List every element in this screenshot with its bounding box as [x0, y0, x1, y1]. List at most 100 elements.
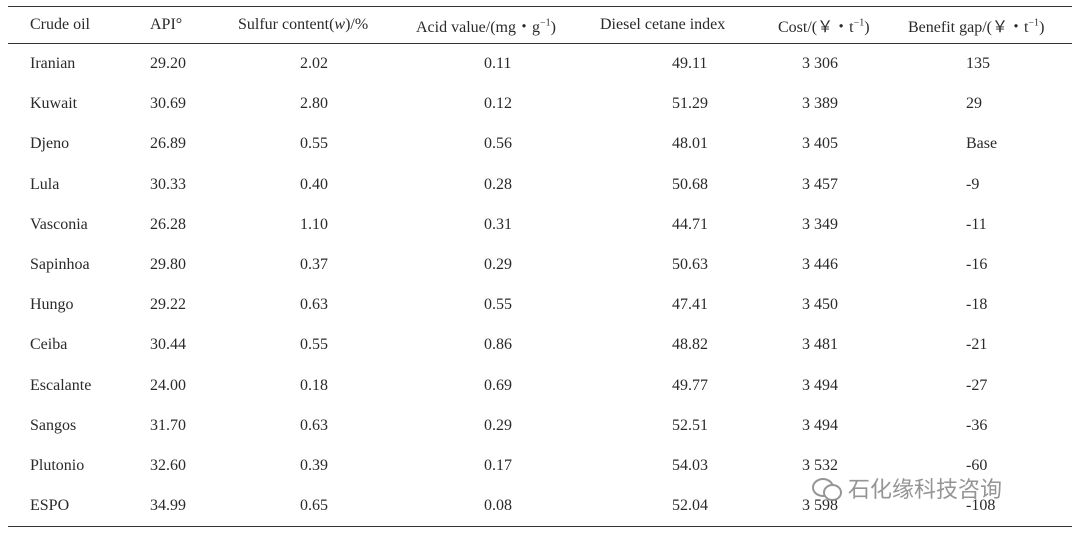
cell-benefit-gap: -108 — [966, 497, 996, 515]
cell-crude-oil: ESPO — [30, 497, 70, 515]
cell-benefit-gap: -11 — [966, 215, 987, 233]
table-row: Lula 30.33 0.40 0.28 50.68 3 457 -9 — [8, 165, 1072, 205]
table-row: Sapinhoa 29.80 0.37 0.29 50.63 3 446 -16 — [8, 245, 1072, 285]
table-row: Hungo 29.22 0.63 0.55 47.41 3 450 -18 — [8, 285, 1072, 325]
header-benefit-sup: −1 — [1028, 17, 1040, 29]
cell-api: 31.70 — [150, 416, 186, 434]
cell-benefit-gap: 29 — [966, 95, 982, 113]
cell-acid-value: 0.31 — [484, 215, 512, 233]
cell-api: 26.89 — [150, 135, 186, 153]
header-acid-post: ) — [550, 19, 556, 36]
cell-crude-oil: Ceiba — [30, 336, 68, 354]
table-row: Kuwait 30.69 2.80 0.12 51.29 3 389 29 — [8, 84, 1072, 124]
cell-crude-oil: Sangos — [30, 416, 77, 434]
cell-sulfur-content: 0.55 — [300, 336, 328, 354]
cell-api: 29.22 — [150, 296, 186, 314]
cell-benefit-gap: -21 — [966, 336, 988, 354]
cell-diesel-cetane-index: 48.01 — [672, 135, 708, 153]
cell-acid-value: 0.86 — [484, 336, 512, 354]
cell-benefit-gap: -16 — [966, 256, 988, 274]
header-cost-sup: −1 — [853, 17, 865, 29]
cell-acid-value: 0.28 — [484, 175, 512, 193]
header-diesel-text: Diesel cetane index — [600, 16, 726, 33]
cell-sulfur-content: 0.39 — [300, 456, 328, 474]
header-acid-value: Acid value/(mg・g−1) — [416, 7, 600, 44]
table-row: ESPO 34.99 0.65 0.08 52.04 3 598 -108 — [8, 486, 1072, 527]
cell-sulfur-content: 0.65 — [300, 497, 328, 515]
header-cost-post: ) — [864, 19, 870, 36]
header-api: API° — [140, 7, 238, 44]
header-sulfur-italic: w — [334, 16, 346, 33]
cell-crude-oil: Sapinhoa — [30, 256, 90, 274]
header-benefit-main: Benefit gap/(￥・t — [908, 19, 1029, 36]
cell-crude-oil: Plutonio — [30, 456, 85, 474]
cell-acid-value: 0.11 — [484, 55, 512, 73]
cell-api: 32.60 — [150, 456, 186, 474]
header-acid-main: Acid value/(mg・g — [416, 19, 540, 36]
table-row: Plutonio 32.60 0.39 0.17 54.03 3 532 -60 — [8, 446, 1072, 486]
cell-crude-oil: Iranian — [30, 55, 76, 73]
cell-crude-oil: Hungo — [30, 296, 74, 314]
cell-acid-value: 0.56 — [484, 135, 512, 153]
cell-acid-value: 0.55 — [484, 296, 512, 314]
cell-api: 30.44 — [150, 336, 186, 354]
cell-acid-value: 0.29 — [484, 256, 512, 274]
cell-diesel-cetane-index: 52.51 — [672, 416, 708, 434]
cell-acid-value: 0.12 — [484, 95, 512, 113]
table-row: Vasconia 26.28 1.10 0.31 44.71 3 349 -11 — [8, 205, 1072, 245]
cell-cost: 3 306 — [802, 55, 838, 73]
cell-crude-oil: Djeno — [30, 135, 70, 153]
watermark: 石化缘科技咨询 — [812, 472, 1002, 504]
cell-api: 30.69 — [150, 95, 186, 113]
cell-sulfur-content: 0.18 — [300, 376, 328, 394]
table-header: Crude oil API° Sulfur content(w)/% Acid … — [8, 6, 1072, 44]
header-crude-oil-text: Crude oil — [30, 16, 90, 33]
cell-sulfur-content: 1.10 — [300, 215, 328, 233]
cell-benefit-gap: -18 — [966, 296, 988, 314]
table-body: Iranian 29.20 2.02 0.11 49.11 3 306 135 Kuwait 3… — [8, 44, 1072, 527]
table-row: Sangos 31.70 0.63 0.29 52.51 3 494 -36 — [8, 406, 1072, 446]
header-cost-main: Cost/(￥・t — [778, 19, 854, 36]
cell-cost: 3 450 — [802, 296, 838, 314]
cell-cost: 3 532 — [802, 456, 838, 474]
cell-api: 30.33 — [150, 175, 186, 193]
cell-cost: 3 349 — [802, 215, 838, 233]
cell-crude-oil: Escalante — [30, 376, 92, 394]
header-acid-sup: −1 — [539, 17, 551, 29]
cell-acid-value: 0.69 — [484, 376, 512, 394]
table-row: Escalante 24.00 0.18 0.69 49.77 3 494 -27 — [8, 366, 1072, 406]
cell-benefit-gap: -36 — [966, 416, 988, 434]
cell-diesel-cetane-index: 49.11 — [672, 55, 708, 73]
header-cost: Cost/(￥・t−1) — [778, 7, 908, 44]
cell-benefit-gap: Base — [966, 135, 998, 153]
cell-cost: 3 598 — [802, 497, 838, 515]
cell-cost: 3 481 — [802, 336, 838, 354]
wechat-icon — [812, 476, 842, 501]
cell-cost: 3 389 — [802, 95, 838, 113]
cell-diesel-cetane-index: 44.71 — [672, 215, 708, 233]
table-row: Iranian 29.20 2.02 0.11 49.11 3 306 135 — [8, 44, 1072, 85]
cell-diesel-cetane-index: 50.63 — [672, 256, 708, 274]
cell-benefit-gap: 135 — [966, 55, 990, 73]
cell-diesel-cetane-index: 51.29 — [672, 95, 708, 113]
cell-diesel-cetane-index: 49.77 — [672, 376, 708, 394]
cell-cost: 3 494 — [802, 416, 838, 434]
header-benefit-post: ) — [1039, 19, 1045, 36]
table-row: Djeno 26.89 0.55 0.56 48.01 3 405 Base — [8, 124, 1072, 164]
cell-diesel-cetane-index: 54.03 — [672, 456, 708, 474]
header-sulfur-content: Sulfur content(w)/% — [238, 7, 416, 44]
cell-diesel-cetane-index: 48.82 — [672, 336, 708, 354]
cell-sulfur-content: 0.63 — [300, 416, 328, 434]
cell-acid-value: 0.29 — [484, 416, 512, 434]
cell-api: 29.20 — [150, 55, 186, 73]
cell-benefit-gap: -9 — [966, 175, 980, 193]
header-sulfur-post: )/% — [345, 16, 369, 33]
cell-benefit-gap: -27 — [966, 376, 988, 394]
cell-crude-oil: Vasconia — [30, 215, 88, 233]
cell-diesel-cetane-index: 52.04 — [672, 497, 708, 515]
crude-oil-table-container: Crude oil API° Sulfur content(w)/% Acid … — [8, 6, 1072, 527]
watermark-text: 石化缘科技咨询 — [848, 478, 1003, 503]
cell-diesel-cetane-index: 50.68 — [672, 175, 708, 193]
cell-sulfur-content: 0.63 — [300, 296, 328, 314]
cell-sulfur-content: 0.37 — [300, 256, 328, 274]
